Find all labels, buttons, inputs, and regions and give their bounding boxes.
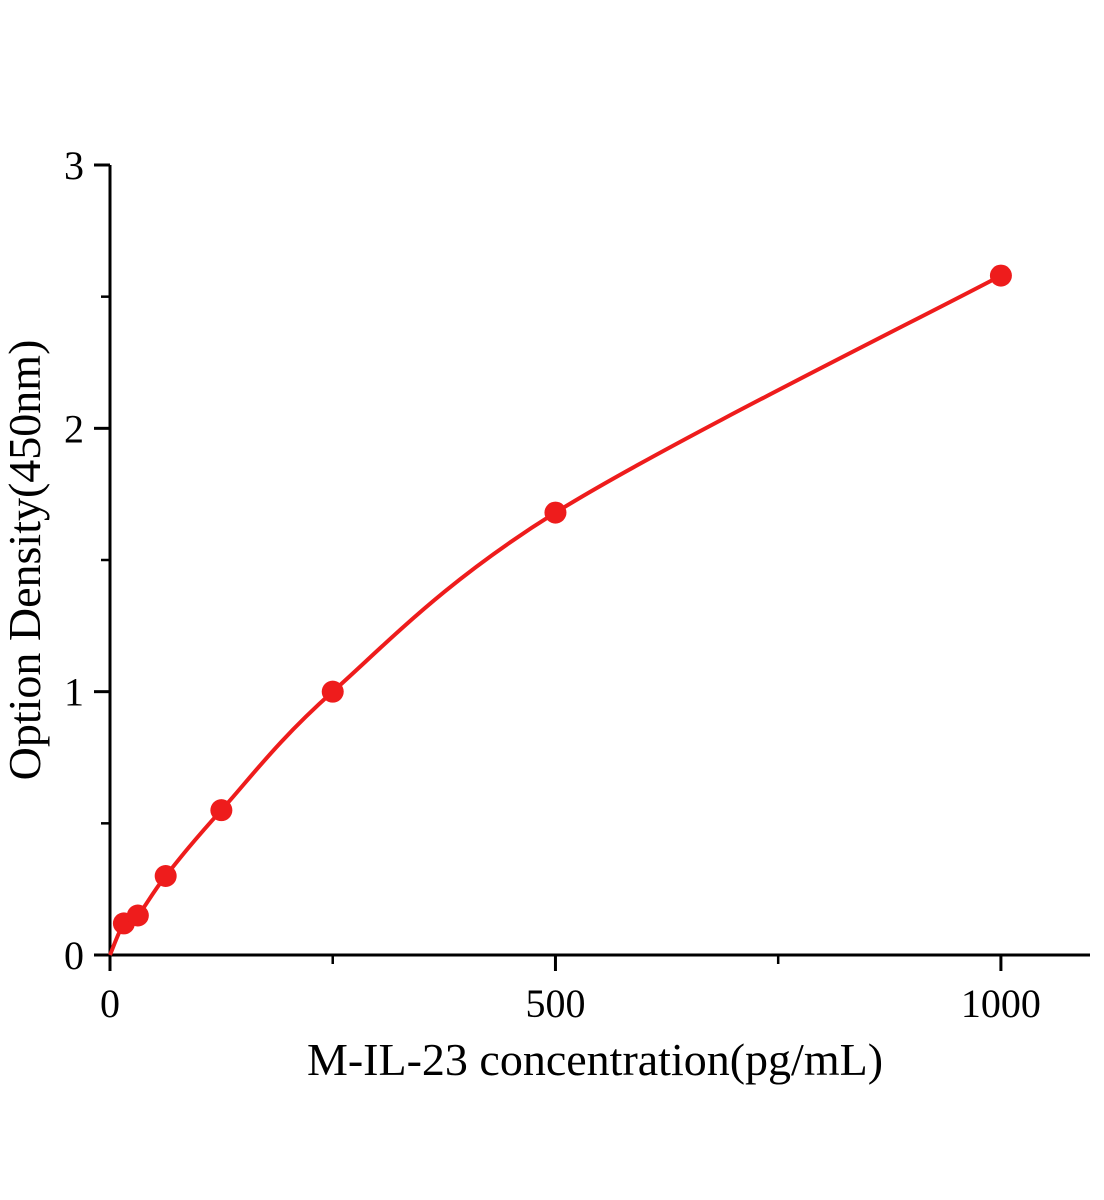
- y-axis-title: Option Density(450nm): [0, 340, 50, 781]
- standard-curve-line: [108, 273, 1002, 956]
- y-tick-label: 2: [64, 406, 84, 451]
- x-tick-label: 0: [100, 981, 120, 1026]
- x-tick-label: 1000: [961, 981, 1041, 1026]
- data-point: [544, 501, 567, 524]
- data-point: [154, 865, 177, 887]
- data-point: [126, 904, 149, 927]
- y-tick-label: 3: [64, 143, 84, 188]
- plot-layer: 0 500 1000 0 1 2 3: [64, 143, 1090, 1026]
- x-axis-title: M-IL-23 concentration(pg/mL): [307, 1034, 883, 1085]
- y-tick-label: 0: [64, 933, 84, 978]
- data-point: [210, 799, 233, 822]
- x-tick-label: 500: [525, 981, 585, 1026]
- y-tick-label: 1: [64, 670, 84, 715]
- data-point: [321, 680, 344, 703]
- data-point: [989, 264, 1012, 287]
